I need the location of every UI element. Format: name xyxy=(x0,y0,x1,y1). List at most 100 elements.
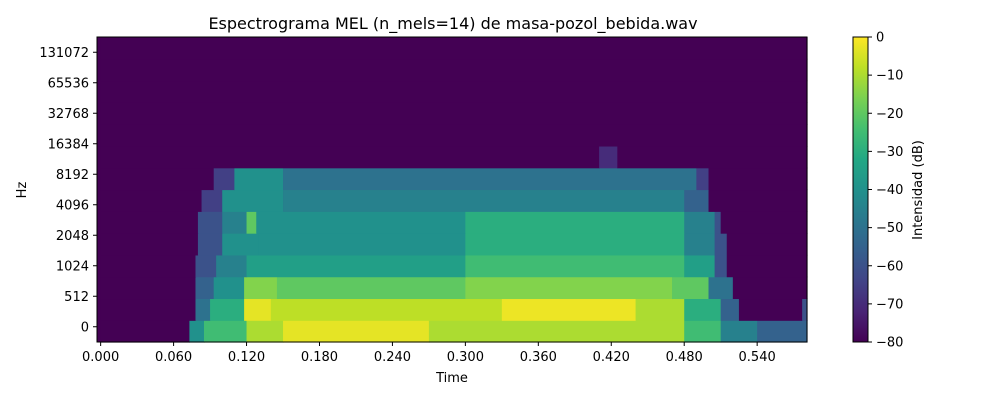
heatmap-cell xyxy=(714,211,722,234)
heatmap-cell xyxy=(465,254,685,278)
x-tick-label: 0.540 xyxy=(739,350,776,365)
heatmap-cell xyxy=(222,189,284,212)
heatmap-cell xyxy=(195,298,211,321)
heatmap-cell xyxy=(100,254,197,278)
heatmap-cell xyxy=(270,298,503,321)
y-axis-label: Hz xyxy=(15,182,30,199)
heatmap-cell xyxy=(726,233,808,256)
heatmap-cell xyxy=(100,145,600,169)
heatmap-cell xyxy=(246,320,284,343)
colorbar-tick-label: −70 xyxy=(876,297,903,312)
heatmap-cell xyxy=(189,320,205,343)
heatmap-cell xyxy=(684,254,716,278)
heatmap-cell xyxy=(100,276,197,300)
colorbar-axis: 0 −10 −20 −30 −40 −50 −60 −70 −80 xyxy=(868,31,903,351)
heatmap-cell xyxy=(726,254,808,278)
y-tick-label: 8192 xyxy=(56,168,89,183)
plot-frame xyxy=(96,36,808,343)
heatmap-cell xyxy=(195,276,215,300)
x-tick-label: 0.120 xyxy=(228,350,265,365)
heatmap-cell xyxy=(738,298,803,321)
heatmap-cell xyxy=(501,298,637,321)
colorbar-tick-label: −20 xyxy=(876,107,903,122)
y-tick-label: 1024 xyxy=(56,259,89,274)
x-tick-label: 0.060 xyxy=(155,350,192,365)
heatmap-cell xyxy=(244,276,278,300)
x-tick-label: 0.420 xyxy=(593,350,630,365)
heatmap-cell xyxy=(246,254,466,278)
heatmap-cell xyxy=(201,189,223,212)
heatmap-cell xyxy=(465,276,673,300)
y-tick-label: 32768 xyxy=(48,107,89,122)
heatmap-cell xyxy=(100,58,808,82)
colorbar-tick-label: −30 xyxy=(876,145,903,160)
heatmap-cell xyxy=(246,211,257,234)
heatmap-cell xyxy=(283,320,430,343)
colorbar-tick-label: −60 xyxy=(876,259,903,274)
colorbar-tick-label: −50 xyxy=(876,221,903,236)
heatmap-cell xyxy=(100,320,190,343)
heatmap-cell xyxy=(100,189,203,212)
heatmap-cell xyxy=(197,211,223,234)
heatmap-cell xyxy=(720,320,758,343)
y-tick-label: 65536 xyxy=(48,76,89,91)
colorbar xyxy=(852,36,869,343)
heatmap-cell xyxy=(100,124,808,147)
heatmap-cell xyxy=(100,298,197,321)
heatmap-cell xyxy=(465,211,685,234)
x-tick-label: 0.000 xyxy=(82,350,119,365)
x-tick-label: 0.480 xyxy=(666,350,703,365)
heatmap-cell xyxy=(258,233,466,256)
heatmap-cell xyxy=(617,145,808,169)
heatmap-cell xyxy=(635,298,685,321)
x-axis-label: Time xyxy=(435,371,468,386)
heatmap-cell xyxy=(197,233,223,256)
heatmap-cell xyxy=(244,298,272,321)
heatmap-cell xyxy=(684,211,716,234)
x-tick-label: 0.240 xyxy=(374,350,411,365)
heatmap-cell xyxy=(213,167,235,191)
heatmap-cell xyxy=(708,276,734,300)
x-tick-label: 0.360 xyxy=(520,350,557,365)
y-tick-label: 4096 xyxy=(56,198,89,213)
heatmap-cell xyxy=(256,211,466,234)
plot-area xyxy=(97,37,808,343)
heatmap-cell xyxy=(222,233,260,256)
y-tick-label: 512 xyxy=(64,290,89,305)
heatmap-cell xyxy=(283,167,697,191)
heatmap-cell xyxy=(100,37,808,60)
x-tick-label: 0.180 xyxy=(301,350,338,365)
heatmap-cell xyxy=(720,298,740,321)
heatmap-cell xyxy=(732,276,808,300)
heatmap-cell xyxy=(283,189,685,212)
heatmap-cell xyxy=(599,145,618,169)
heatmap-cell xyxy=(234,167,284,191)
heatmap-cell xyxy=(708,189,808,212)
heatmap-cell xyxy=(757,320,808,343)
chart-title: Espectrograma MEL (n_mels=14) de masa-po… xyxy=(208,14,697,34)
heatmap-cell xyxy=(684,320,722,343)
heatmap-cell xyxy=(802,298,808,321)
heatmap-cell xyxy=(708,167,808,191)
y-tick-label: 0 xyxy=(81,320,89,335)
heatmap-cell xyxy=(428,320,685,343)
heatmap-cell xyxy=(672,276,710,300)
colorbar-tick-label: −10 xyxy=(876,69,903,84)
colorbar-tick-label: −80 xyxy=(876,336,903,351)
x-tick-label: 0.300 xyxy=(447,350,484,365)
heatmap-cell xyxy=(696,167,710,191)
heatmap-cell xyxy=(222,211,248,234)
heatmap-cell xyxy=(276,276,466,300)
heatmap-cell xyxy=(100,211,199,234)
heatmap-cell xyxy=(465,233,685,256)
heatmap-cell xyxy=(210,298,245,321)
y-axis: 0 512 1024 2048 4096 8192 16384 32768 65536 13107… xyxy=(39,46,97,335)
colorbar-tick-label: −40 xyxy=(876,183,903,198)
heatmap-cell xyxy=(720,211,808,234)
y-tick-label: 2048 xyxy=(56,229,89,244)
heatmap-cell xyxy=(684,298,722,321)
heatmap-cell xyxy=(100,102,808,125)
heatmap-cell xyxy=(203,320,248,343)
